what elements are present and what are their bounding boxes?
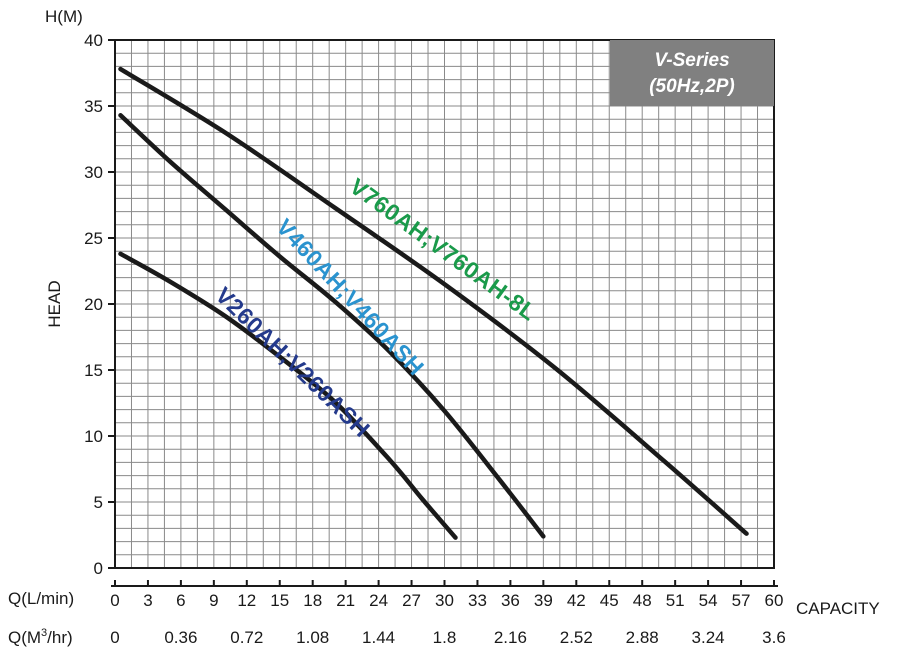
x-tick-label: 24 bbox=[369, 591, 388, 610]
y-tick-label: 30 bbox=[84, 163, 103, 182]
curve-series-1 bbox=[118, 112, 546, 539]
y-tick-label: 25 bbox=[84, 229, 103, 248]
y-axis-title: HEAD bbox=[45, 280, 64, 327]
y-tick-label: 35 bbox=[84, 97, 103, 116]
x-secondary-tick-label: 1.8 bbox=[433, 628, 457, 647]
x-axis: 0 3 6 9 12 15 18 21 24 27 30 33 36 39 42 45 48 51 54 57 600 0… bbox=[110, 580, 786, 647]
x-tick-label: 18 bbox=[303, 591, 322, 610]
y-axis-unit-label: H(M) bbox=[45, 7, 83, 26]
y-axis: 0 5 10 15 20 25 30 35 40 bbox=[84, 31, 115, 578]
series-badge-line1: V-Series bbox=[654, 50, 729, 71]
x-tick-label: 15 bbox=[270, 591, 289, 610]
x-tick-label: 57 bbox=[732, 591, 751, 610]
y-tick-label: 40 bbox=[84, 31, 103, 50]
series-badge: V-Series (50Hz,2P) bbox=[610, 40, 774, 106]
x-tick-label: 3 bbox=[143, 591, 152, 610]
y-tick-label: 20 bbox=[84, 295, 103, 314]
y-tick-label: 5 bbox=[94, 493, 103, 512]
x-tick-label: 21 bbox=[336, 591, 355, 610]
x-tick-label: 12 bbox=[237, 591, 256, 610]
x-tick-label: 39 bbox=[534, 591, 553, 610]
x-secondary-tick-label: 0 bbox=[110, 628, 119, 647]
x-tick-label: 42 bbox=[567, 591, 586, 610]
x-tick-label: 60 bbox=[765, 591, 784, 610]
y-tick-label: 10 bbox=[84, 427, 103, 446]
x-tick-label: 36 bbox=[501, 591, 520, 610]
x-secondary-tick-label: 1.08 bbox=[296, 628, 329, 647]
curve-series-0 bbox=[118, 66, 749, 536]
grid bbox=[115, 40, 774, 568]
x-secondary-tick-label: 2.52 bbox=[560, 628, 593, 647]
x-tick-label: 30 bbox=[435, 591, 454, 610]
x-secondary-tick-label: 3.24 bbox=[692, 628, 725, 647]
x-tick-label: 33 bbox=[468, 591, 487, 610]
x-tick-label: 48 bbox=[633, 591, 652, 610]
x-secondary-tick-label: 0.72 bbox=[230, 628, 263, 647]
curve-series-2 bbox=[118, 251, 458, 540]
x-tick-label: 6 bbox=[176, 591, 185, 610]
x-secondary-tick-label: 2.16 bbox=[494, 628, 527, 647]
x-axis-secondary-label: Q(M3/hr) bbox=[8, 627, 73, 647]
x-axis-title: CAPACITY bbox=[796, 599, 880, 618]
series-badge-line2: (50Hz,2P) bbox=[649, 76, 735, 97]
x-secondary-tick-label: 0.36 bbox=[164, 628, 197, 647]
x-tick-label: 27 bbox=[402, 591, 421, 610]
x-secondary-tick-label: 2.88 bbox=[626, 628, 659, 647]
x-secondary-tick-label: 1.44 bbox=[362, 628, 395, 647]
curves bbox=[118, 66, 749, 540]
x-tick-label: 45 bbox=[600, 591, 619, 610]
series-badge-background bbox=[610, 40, 774, 106]
y-tick-label: 15 bbox=[84, 361, 103, 380]
x-axis-primary-label: Q(L/min) bbox=[8, 589, 74, 608]
x-secondary-tick-label: 3.6 bbox=[762, 628, 786, 647]
x-tick-label: 51 bbox=[666, 591, 685, 610]
y-tick-label: 0 bbox=[94, 559, 103, 578]
x-tick-label: 9 bbox=[209, 591, 218, 610]
x-tick-label: 0 bbox=[110, 591, 119, 610]
x-tick-label: 54 bbox=[699, 591, 718, 610]
